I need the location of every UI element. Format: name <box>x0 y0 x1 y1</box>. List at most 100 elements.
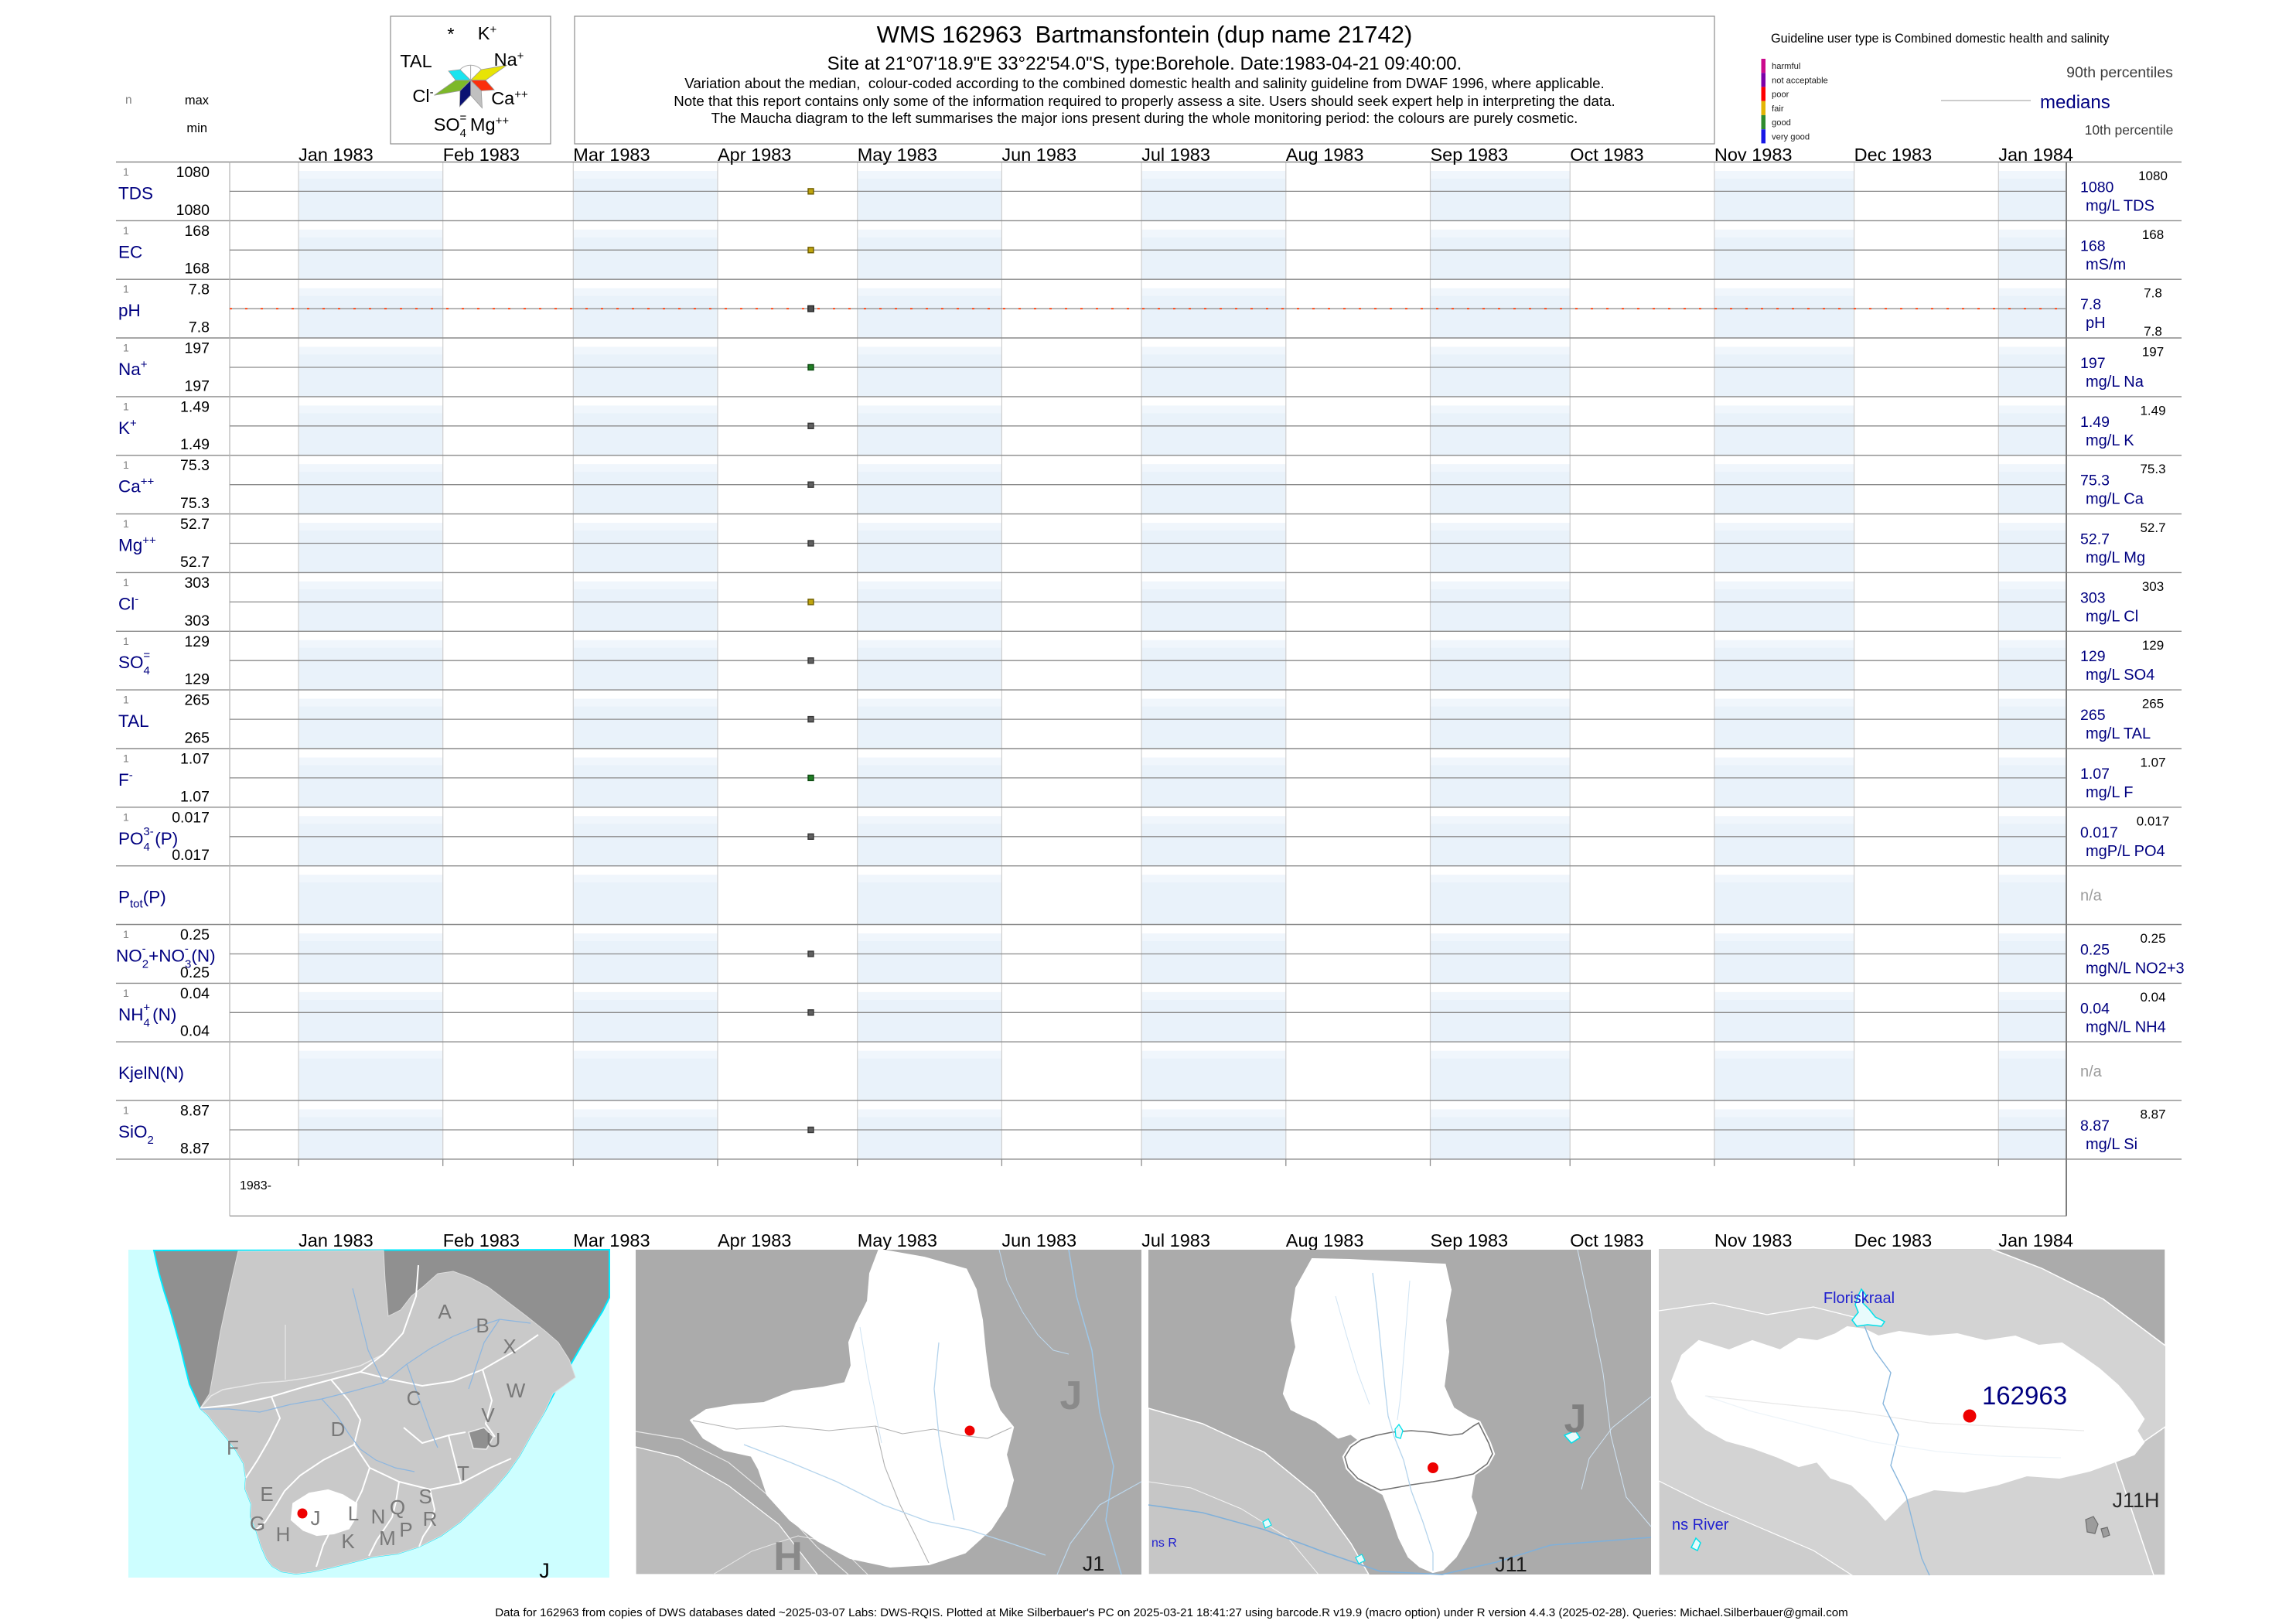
svg-text:J: J <box>1060 1373 1083 1418</box>
svg-text:Note that this report contains: Note that this report contains only some… <box>674 93 1615 109</box>
svg-text:mg/L F: mg/L F <box>2086 784 2134 801</box>
svg-text:Sep 1983: Sep 1983 <box>1431 145 1509 165</box>
svg-text:1: 1 <box>123 459 129 471</box>
svg-text:not acceptable: not acceptable <box>1772 76 1828 85</box>
svg-text:mg/L Mg: mg/L Mg <box>2086 550 2145 567</box>
svg-text:n/a: n/a <box>2080 1063 2103 1080</box>
svg-text:10th percentile: 10th percentile <box>2085 122 2174 138</box>
svg-text:303: 303 <box>2142 579 2164 594</box>
svg-text:1.49: 1.49 <box>180 436 210 453</box>
svg-text:F: F <box>227 1436 239 1459</box>
svg-text:WMS 162963 Bartmansfontein (d: WMS 162963 Bartmansfontein (dup name 217… <box>877 21 1413 48</box>
svg-text:Sep 1983: Sep 1983 <box>1431 1230 1509 1250</box>
svg-text:Feb 1983: Feb 1983 <box>443 1230 520 1250</box>
svg-text:W: W <box>507 1379 526 1402</box>
svg-text:1080: 1080 <box>2138 169 2168 183</box>
svg-text:129: 129 <box>184 671 210 688</box>
svg-text:1: 1 <box>123 342 129 354</box>
svg-text:pH: pH <box>118 301 141 320</box>
svg-text:Feb 1983: Feb 1983 <box>443 145 520 165</box>
svg-text:303: 303 <box>184 612 210 629</box>
svg-text:0.04: 0.04 <box>180 985 210 1002</box>
svg-text:B: B <box>476 1314 489 1337</box>
svg-text:mS/m: mS/m <box>2086 256 2126 273</box>
svg-text:Floriskraal: Floriskraal <box>1823 1290 1895 1307</box>
svg-text:0.25: 0.25 <box>2080 942 2110 959</box>
svg-text:Aug 1983: Aug 1983 <box>1286 145 1364 165</box>
svg-text:n/a: n/a <box>2080 888 2103 905</box>
svg-text:1: 1 <box>123 635 129 647</box>
svg-text:75.3: 75.3 <box>2080 473 2110 490</box>
svg-text:*: * <box>447 24 454 44</box>
svg-text:52.7: 52.7 <box>2080 531 2110 548</box>
svg-text:7.8: 7.8 <box>2080 296 2101 313</box>
svg-text:1: 1 <box>123 810 129 823</box>
svg-text:7.8: 7.8 <box>189 319 210 336</box>
svg-text:J: J <box>311 1506 321 1530</box>
svg-text:8.87: 8.87 <box>180 1103 210 1120</box>
svg-text:Nov 1983: Nov 1983 <box>1714 145 1793 165</box>
svg-text:Jul 1983: Jul 1983 <box>1141 145 1210 165</box>
svg-text:Site at 21°07'18.9"E 33°22'54.: Site at 21°07'18.9"E 33°22'54.0"S, type:… <box>827 53 1462 74</box>
svg-text:harmful: harmful <box>1772 62 1800 71</box>
svg-text:J1: J1 <box>1083 1552 1105 1575</box>
svg-text:0.017: 0.017 <box>172 847 210 864</box>
svg-text:pH: pH <box>2086 315 2106 332</box>
svg-text:Data for 162963 from copies of: Data for 162963 from copies of DWS datab… <box>495 1606 1847 1619</box>
svg-text:mg/L TDS: mg/L TDS <box>2086 197 2154 214</box>
svg-text:P: P <box>399 1518 412 1541</box>
svg-text:TDS: TDS <box>118 183 153 203</box>
svg-text:129: 129 <box>184 633 210 650</box>
svg-text:poor: poor <box>1772 90 1789 100</box>
svg-text:EC: EC <box>118 242 142 261</box>
svg-text:1080: 1080 <box>176 202 210 219</box>
svg-text:1: 1 <box>123 517 129 530</box>
svg-text:TAL: TAL <box>400 51 432 71</box>
svg-text:129: 129 <box>2080 648 2106 665</box>
svg-text:May 1983: May 1983 <box>858 145 937 165</box>
svg-text:0.04: 0.04 <box>2080 1000 2110 1017</box>
svg-text:H: H <box>773 1534 803 1579</box>
svg-text:Guideline user type is Combine: Guideline user type is Combined domestic… <box>1771 32 2110 46</box>
svg-text:E: E <box>260 1482 273 1506</box>
svg-text:0.25: 0.25 <box>2140 931 2165 946</box>
svg-text:7.8: 7.8 <box>2144 324 2162 339</box>
svg-text:1.49: 1.49 <box>2080 414 2110 431</box>
svg-text:265: 265 <box>2142 697 2164 711</box>
svg-text:X: X <box>503 1335 516 1358</box>
svg-text:mg/L TAL: mg/L TAL <box>2086 725 2151 742</box>
svg-text:U: U <box>486 1428 501 1452</box>
svg-text:1080: 1080 <box>176 164 210 181</box>
svg-text:1.07: 1.07 <box>180 751 210 768</box>
svg-text:Mar 1983: Mar 1983 <box>573 145 650 165</box>
svg-text:R: R <box>423 1507 438 1530</box>
svg-text:Jan 1984: Jan 1984 <box>1998 1230 2073 1250</box>
svg-text:129: 129 <box>2142 638 2164 653</box>
svg-text:mg/L Na: mg/L Na <box>2086 374 2144 391</box>
svg-text:H: H <box>276 1523 291 1546</box>
svg-text:1.07: 1.07 <box>180 788 210 805</box>
svg-text:197: 197 <box>2142 345 2164 360</box>
svg-text:197: 197 <box>2080 355 2106 372</box>
svg-text:V: V <box>481 1404 495 1427</box>
svg-text:8.87: 8.87 <box>180 1140 210 1157</box>
svg-text:mgN/L NH4: mgN/L NH4 <box>2086 1018 2166 1035</box>
svg-text:very good: very good <box>1772 132 1810 142</box>
svg-text:1.49: 1.49 <box>2140 403 2165 418</box>
svg-text:1: 1 <box>123 1104 129 1117</box>
svg-text:1.07: 1.07 <box>2080 766 2110 783</box>
svg-text:J: J <box>1564 1397 1587 1441</box>
svg-text:Jun 1983: Jun 1983 <box>1001 145 1076 165</box>
svg-text:K: K <box>341 1530 355 1553</box>
svg-text:168: 168 <box>2142 227 2164 242</box>
svg-text:Mar 1983: Mar 1983 <box>573 1230 650 1250</box>
svg-text:TAL: TAL <box>118 711 149 731</box>
svg-text:Oct 1983: Oct 1983 <box>1570 1230 1643 1250</box>
svg-text:Jul 1983: Jul 1983 <box>1141 1230 1210 1250</box>
svg-text:good: good <box>1772 118 1791 128</box>
svg-text:1: 1 <box>123 987 129 999</box>
svg-text:Q: Q <box>390 1496 405 1519</box>
svg-text:0.017: 0.017 <box>2080 824 2118 841</box>
svg-text:N: N <box>371 1505 386 1528</box>
svg-text:C: C <box>407 1387 421 1410</box>
